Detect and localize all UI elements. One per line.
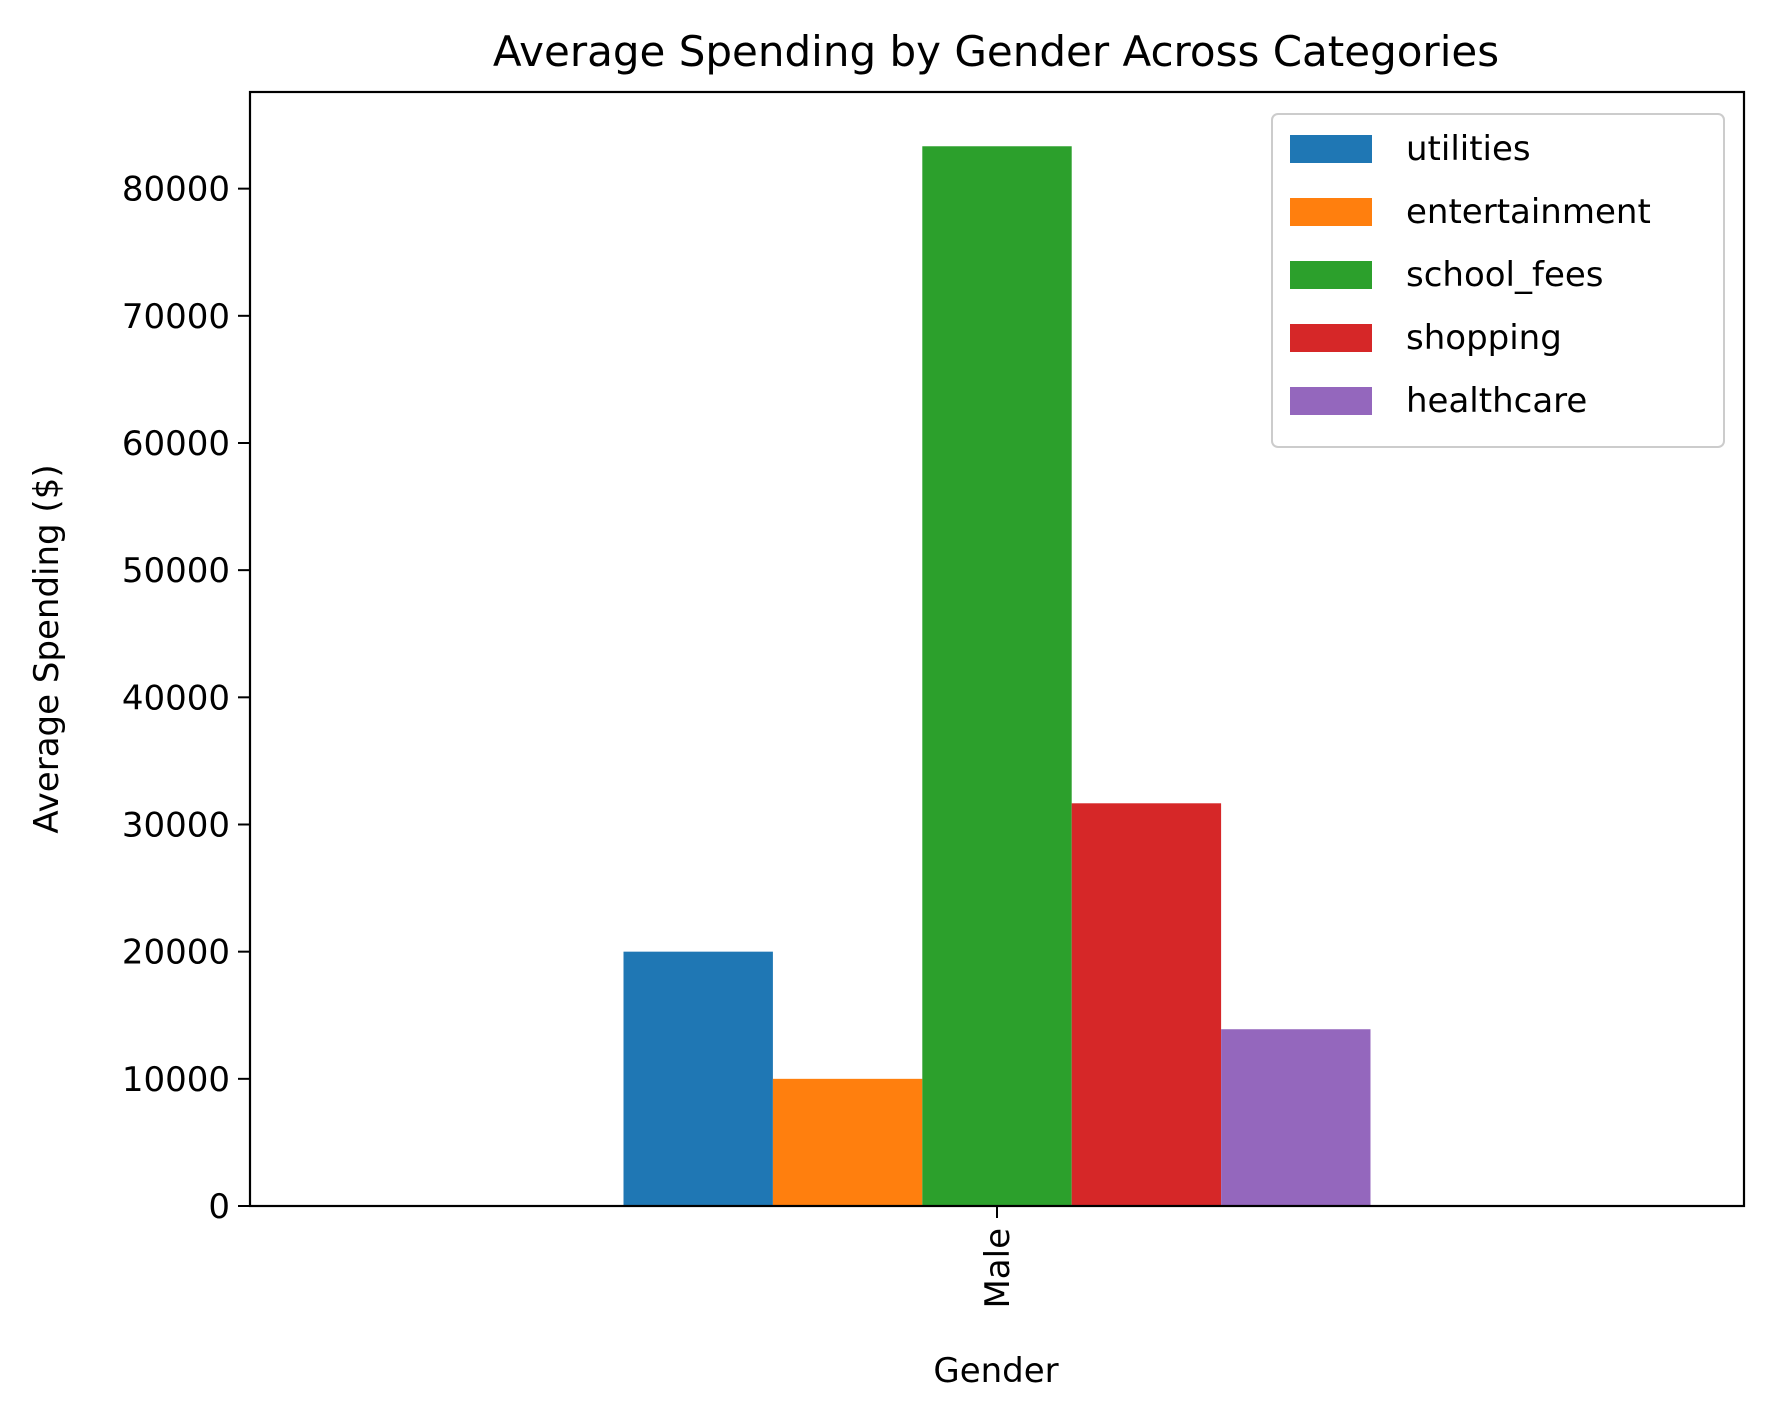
- legend-label-entertainment: entertainment: [1406, 192, 1651, 232]
- legend: utilities entertainment school_feesshoppin…: [1271, 113, 1725, 448]
- legend-frame: [1271, 113, 1725, 448]
- y-tick-label: 10000: [122, 1060, 230, 1100]
- bar-school_fees: [922, 146, 1072, 1207]
- legend-swatch-entertainment: [1290, 198, 1372, 226]
- bar-utilities: [623, 951, 773, 1206]
- y-axis-ticks: 0 10000 20000 30000 40000 50000 60000 70000 8000…: [122, 170, 250, 1227]
- y-tick-label: 20000: [122, 933, 230, 973]
- bar-entertainment: [772, 1078, 923, 1206]
- legend-label-healthcare: healthcare: [1406, 381, 1587, 421]
- legend-label-school_fees: school_fees: [1406, 255, 1604, 295]
- y-tick-label: 0: [208, 1187, 230, 1227]
- y-tick-label: 60000: [122, 424, 230, 464]
- y-axis-label: Average Spending ($): [27, 464, 67, 833]
- x-axis-label: Gender: [933, 1351, 1058, 1391]
- legend-label-utilities: utilities: [1406, 129, 1531, 169]
- legend-swatch-shopping: [1290, 324, 1372, 352]
- bar-healthcare: [1221, 1029, 1371, 1206]
- legend-swatch-healthcare: [1290, 387, 1372, 415]
- x-axis-ticks: Male: [978, 1206, 1018, 1309]
- chart-title: Average Spending by Gender Across Catego…: [493, 27, 1499, 76]
- legend-label-shopping: shopping: [1406, 318, 1562, 358]
- y-tick-label: 40000: [122, 678, 230, 718]
- bars-group: [623, 146, 1371, 1207]
- y-tick-label: 70000: [122, 297, 230, 337]
- y-tick-label: 50000: [122, 551, 230, 591]
- bar-shopping: [1071, 803, 1222, 1206]
- legend-swatch-school_fees: [1290, 261, 1372, 289]
- y-tick-label: 30000: [122, 805, 230, 845]
- legend-swatch-utilities: [1290, 135, 1372, 163]
- y-tick-label: 80000: [122, 170, 230, 210]
- x-tick-label: Male: [978, 1228, 1018, 1309]
